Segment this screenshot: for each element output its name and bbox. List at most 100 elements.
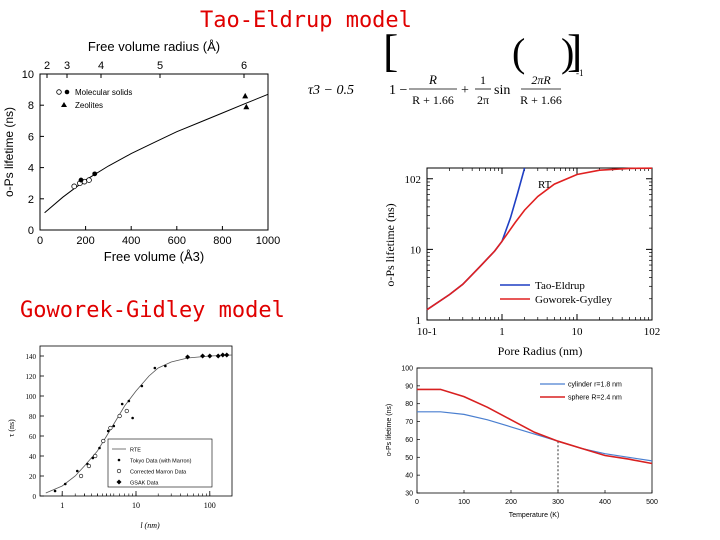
legend-marker <box>117 458 121 462</box>
zeolite-point <box>242 92 249 99</box>
marron-data-point <box>86 463 92 469</box>
formula-sin: sin <box>494 83 510 98</box>
x-axis-label: Pore Radius (nm) <box>498 344 583 358</box>
rt-annotation: RT <box>538 179 552 191</box>
y-tick-label: 100 <box>401 366 413 373</box>
y-tick-label: 120 <box>26 373 37 381</box>
top-tick-label: 2 <box>44 60 50 72</box>
x-tick-label: 10-1 <box>417 326 437 338</box>
legend-molecular-solids: Molecular solids <box>75 88 132 97</box>
zeolite-point <box>243 103 250 110</box>
x-tick-label: 1 <box>60 501 64 510</box>
y-tick-label: 102 <box>405 174 422 186</box>
x-tick-label: 200 <box>76 235 94 247</box>
formula-den1: R + 1.66 <box>412 93 454 107</box>
x-tick-label: 10 <box>572 326 584 338</box>
legend-box <box>107 438 213 488</box>
formula-one-2: 1 <box>480 73 486 87</box>
x-tick-label: 400 <box>599 499 611 506</box>
formula-paren-right: ) <box>561 30 574 75</box>
legend-filled-circle-marker <box>64 89 70 95</box>
chart-lifetime-vs-temperature: 0 100 200 300 400 500 30 40 50 60 70 80 90 100 Tempera… <box>386 366 658 520</box>
molecular-solid-open-point <box>71 183 77 190</box>
tokyo-data-point <box>53 489 57 493</box>
marron-data-point <box>108 425 113 431</box>
y-tick-label: 80 <box>29 413 37 421</box>
marron-data-point <box>93 453 98 459</box>
x-tick-label: 500 <box>646 499 658 506</box>
x-axis-label: Free volume (Å3) <box>104 249 204 264</box>
y-tick-label: 100 <box>26 393 37 401</box>
molecular-solid-filled-point <box>92 171 98 177</box>
chart-goworek-data: 1 10 100 0 20 40 60 80 100 120 140 l (nm) τ (ns) RTE T… <box>7 345 233 530</box>
y-tick-label: 60 <box>405 437 413 444</box>
x-tick-label: 400 <box>122 235 140 247</box>
formula-one: 1 − <box>389 83 408 98</box>
plot-frame <box>39 73 269 231</box>
x-tick-label: 100 <box>204 501 216 510</box>
legend-label: Tao-Eldrup <box>535 280 585 292</box>
gsak-data-point <box>224 352 230 358</box>
tokyo-data-point <box>131 416 134 420</box>
marron-data-point <box>124 408 129 414</box>
marron-data-point <box>101 438 106 444</box>
fit-line <box>44 93 269 214</box>
x-tick-label: 300 <box>552 499 564 506</box>
y-axis-label: o-Ps lifetime (ns) <box>386 404 393 457</box>
gsak-data-point <box>215 353 221 359</box>
formula-lhs: τ3 − 0.5 <box>308 83 354 98</box>
tao-eldrup-title: Tao-Eldrup model <box>200 8 412 33</box>
y-tick-label: 40 <box>405 473 413 480</box>
y-tick-label: 20 <box>29 473 37 481</box>
y-tick-label: 8 <box>28 100 34 112</box>
y-tick-label: 0 <box>33 493 37 501</box>
tokyo-data-point <box>153 366 157 370</box>
y-tick-label: 50 <box>405 455 413 462</box>
x-tick-label: 600 <box>168 235 186 247</box>
sphere-line <box>417 388 653 465</box>
gsak-data-point <box>200 353 206 359</box>
formula-exponent: -1 <box>576 68 584 78</box>
tokyo-data-point <box>140 384 144 388</box>
legend-label: RTE <box>130 448 141 454</box>
x-tick-label: 102 <box>644 326 661 338</box>
legend-label: Tokyo Data (with Marron) <box>130 459 192 465</box>
formula-num2: 2πR <box>531 73 551 87</box>
plot-frame <box>426 167 653 321</box>
y-tick-label: 6 <box>28 131 34 143</box>
y-tick-label: 30 <box>405 491 413 498</box>
plot-frame <box>416 367 653 494</box>
y-tick-label: 10 <box>410 244 422 256</box>
top-tick-label: 5 <box>157 60 163 72</box>
molecular-solid-open-point <box>86 177 92 183</box>
tao-eldrup-formula: τ3 − 0.5 [ 1 − R R + 1.66 + 1 2π sin ( 2… <box>308 25 584 107</box>
legend-triangle-marker <box>61 102 67 107</box>
y-tick-label: 140 <box>26 353 37 361</box>
y-axis-label: o-Ps lifetime (ns) <box>2 107 16 197</box>
y-tick-label: 90 <box>405 383 413 390</box>
x-tick-label: 10 <box>132 501 140 510</box>
tokyo-data-point <box>63 482 67 486</box>
legend-marker <box>116 479 122 485</box>
formula-bracket-right: ] <box>567 25 582 76</box>
x-tick-label: 100 <box>458 499 470 506</box>
x-tick-label: 1000 <box>256 235 280 247</box>
rte-line <box>45 354 233 494</box>
y-tick-label: 60 <box>29 433 37 441</box>
goworek-gidley-title: Goworek-Gidley model <box>20 298 285 323</box>
x-tick-label: 1 <box>499 326 505 338</box>
y-tick-label: 40 <box>29 453 37 461</box>
x-tick-label: 0 <box>37 235 43 247</box>
formula-r: R <box>428 72 437 87</box>
tokyo-data-point <box>75 469 79 473</box>
gsak-data-point <box>185 354 191 360</box>
series-line-tao-eldrup <box>426 167 526 311</box>
formula-den2: R + 1.66 <box>520 93 562 107</box>
top-tick-label: 3 <box>64 60 70 72</box>
y-tick-label: 0 <box>28 225 34 237</box>
chart-free-volume: 0 200 400 600 800 1000 0 2 4 6 8 10 2 3 4 5 6 Free volume… <box>2 39 280 264</box>
tokyo-data-point <box>127 399 131 403</box>
y-axis-label: o-Ps lifetime (ns) <box>383 203 397 286</box>
y-tick-label: 4 <box>28 163 34 175</box>
